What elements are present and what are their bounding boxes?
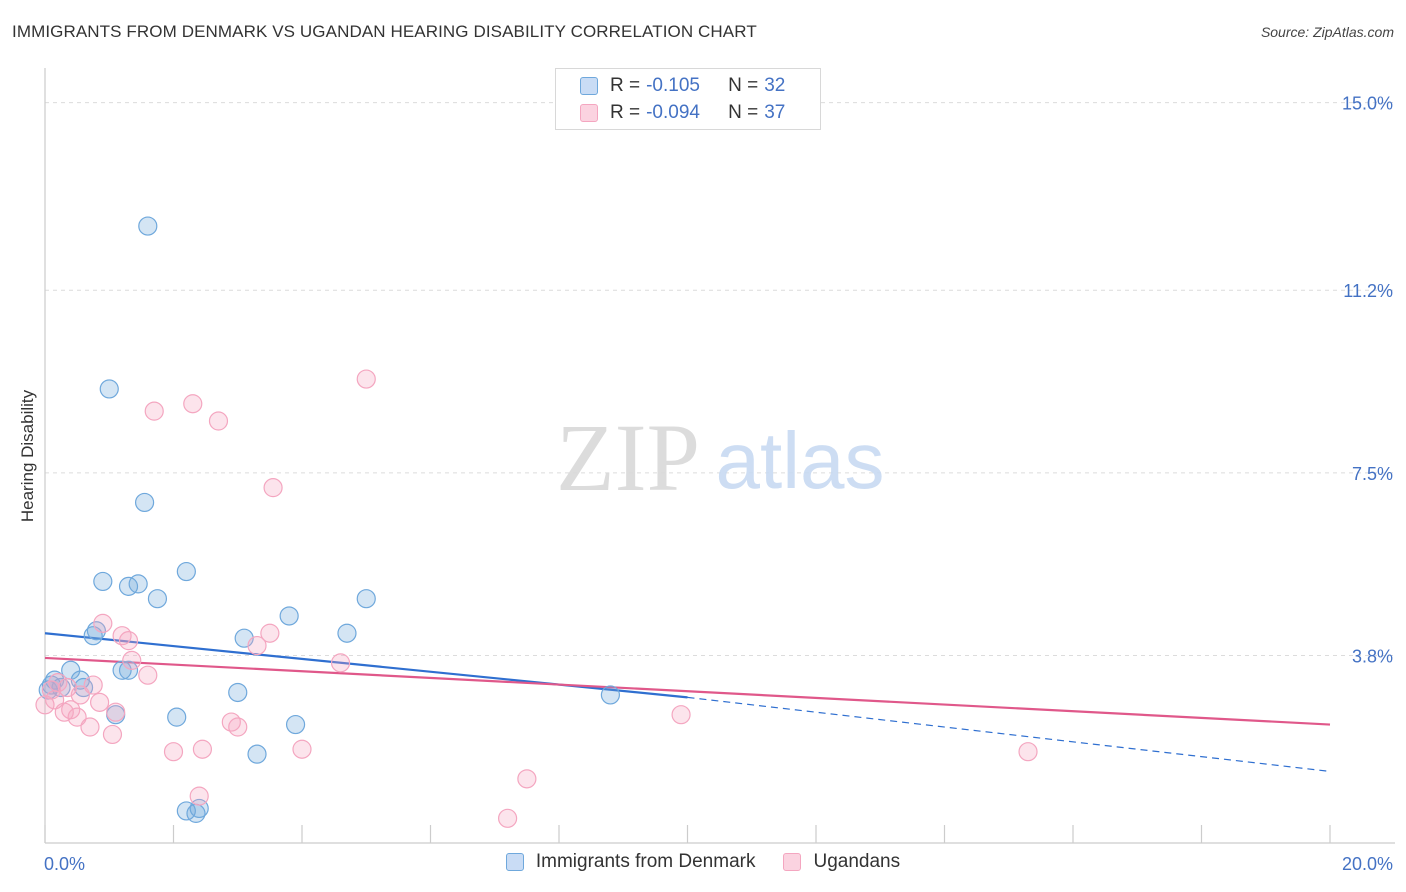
- x-tick-label: 0.0%: [44, 854, 85, 874]
- data-point: [102, 724, 123, 745]
- trend-line-0: [44, 632, 688, 699]
- data-point: [134, 492, 155, 513]
- data-point: [228, 682, 248, 703]
- stats-legend-row-denmark: R = -0.105 N = 32: [580, 74, 785, 98]
- n-value: 32: [764, 75, 786, 96]
- legend-swatch-ugandans: [580, 104, 598, 122]
- legend-item-ugandans[interactable]: Ugandans: [783, 851, 900, 873]
- n-label: N =: [728, 102, 759, 123]
- data-point: [86, 621, 107, 641]
- legend-label-denmark: Immigrants from Denmark: [535, 851, 756, 872]
- r-value: -0.094: [646, 102, 700, 123]
- y-tick-label: 11.2%: [1343, 281, 1393, 301]
- trend-lines: [44, 632, 1331, 773]
- y-tick-label: 15.0%: [1342, 94, 1393, 114]
- watermark-atlas: atlas: [716, 416, 885, 505]
- y-tick-label: 7.5%: [1352, 464, 1393, 484]
- source-label: Source: ZipAtlas.com: [1260, 24, 1394, 40]
- trend-line-1: [44, 656, 1331, 726]
- data-point: [45, 690, 65, 710]
- n-value: 37: [764, 102, 786, 123]
- y-axis-label: Hearing Disability: [18, 389, 37, 523]
- data-point: [61, 700, 81, 720]
- data-point: [118, 631, 139, 651]
- series-legend: Immigrants from Denmark Ugandans: [0, 851, 1406, 873]
- data-point: [176, 561, 196, 582]
- data-point: [112, 626, 132, 646]
- grid-lines: [45, 102, 1395, 656]
- data-point: [122, 650, 142, 670]
- data-point: [163, 742, 184, 762]
- data-point: [221, 712, 241, 732]
- legend-label-ugandans: Ugandans: [813, 851, 901, 872]
- data-point: [186, 803, 206, 823]
- data-point: [337, 623, 357, 643]
- x-tick-label: 20.0%: [1342, 854, 1393, 874]
- data-point: [90, 692, 110, 712]
- r-label: R =: [610, 102, 641, 123]
- data-point: [99, 379, 119, 399]
- legend-swatch-ugandans: [783, 853, 802, 871]
- data-point: [183, 394, 203, 414]
- data-point: [67, 707, 87, 727]
- data-point: [93, 613, 113, 633]
- data-point: [189, 786, 209, 806]
- data-point: [498, 808, 518, 828]
- data-point: [80, 717, 100, 737]
- data-point: [600, 685, 621, 705]
- data-point: [356, 369, 376, 389]
- data-point: [1018, 742, 1038, 762]
- data-point: [279, 606, 299, 626]
- data-point: [517, 769, 537, 789]
- data-point: [228, 717, 248, 737]
- legend-swatch-denmark: [580, 77, 598, 95]
- data-point: [144, 401, 164, 421]
- data-point: [192, 739, 213, 759]
- data-point: [138, 665, 158, 685]
- data-point: [247, 635, 267, 656]
- data-point: [671, 705, 691, 725]
- watermark: ZIP atlas: [556, 404, 884, 511]
- data-point: [260, 623, 280, 643]
- data-point: [263, 478, 283, 498]
- data-point: [292, 739, 312, 759]
- chart-title: IMMIGRANTS FROM DENMARK VS UGANDAN HEARI…: [12, 22, 757, 41]
- data-point: [138, 216, 158, 236]
- data-point: [285, 714, 306, 735]
- data-point: [128, 574, 148, 594]
- tick-labels: 3.8% 7.5% 11.2% 15.0% 0.0% 20.0%: [44, 94, 1393, 874]
- data-point: [48, 672, 68, 693]
- data-point: [106, 702, 126, 722]
- y-tick-label: 3.8%: [1352, 646, 1393, 666]
- data-point: [167, 707, 187, 727]
- r-value: -0.105: [646, 75, 700, 96]
- data-point: [70, 685, 90, 705]
- n-label: N =: [728, 75, 759, 96]
- data-point: [83, 675, 103, 695]
- stats-legend: R = -0.105 N = 32 R = -0.094 N = 37: [555, 68, 821, 130]
- data-point: [330, 653, 351, 673]
- stats-legend-row-ugandans: R = -0.094 N = 37: [580, 101, 785, 125]
- r-label: R =: [610, 75, 641, 96]
- data-point: [208, 411, 229, 431]
- data-point: [147, 589, 168, 609]
- legend-item-denmark[interactable]: Immigrants from Denmark: [505, 851, 756, 873]
- data-point: [93, 571, 113, 592]
- data-point: [112, 660, 132, 680]
- watermark-zip: ZIP: [556, 404, 700, 511]
- data-point: [247, 744, 267, 764]
- legend-swatch-denmark: [505, 853, 524, 871]
- data-points: [35, 216, 1038, 828]
- data-point: [356, 589, 376, 609]
